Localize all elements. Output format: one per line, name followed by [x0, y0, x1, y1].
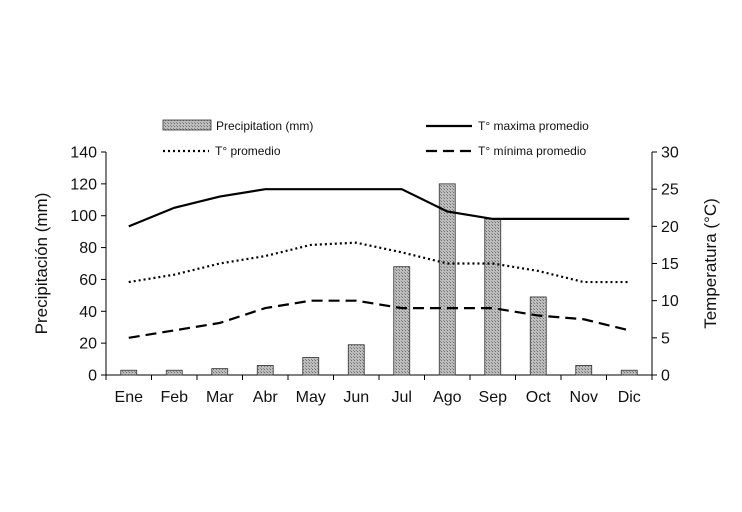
legend-label-dashed: T° mínima promedio [478, 144, 586, 158]
y-tick-label-left: 40 [79, 304, 97, 321]
y-tick-label-left: 0 [88, 368, 97, 385]
y-tick-label-left: 20 [79, 336, 97, 353]
y-tick-label-right: 30 [661, 145, 679, 162]
precipitation-bar [620, 369, 638, 376]
x-tick-label: Jul [392, 389, 412, 406]
y-tick-label-left: 80 [79, 240, 97, 257]
y-tick-label-right: 5 [661, 330, 670, 347]
precipitation-bar [347, 344, 365, 376]
temperature-line-dashed [128, 299, 630, 339]
legend-label-solid: T° maxima promedio [478, 119, 589, 133]
precipitation-bar [211, 368, 229, 376]
precipitation-bar [575, 365, 593, 376]
y-tick-label-right: 10 [661, 293, 679, 310]
y-axis-title-right: Temperatura (°C) [701, 198, 720, 329]
y-tick-label-left: 120 [70, 176, 97, 193]
precipitation-bar [302, 357, 320, 376]
precipitation-bar [256, 365, 274, 376]
precipitation-bar [165, 369, 183, 376]
y-tick-label-right: 15 [661, 256, 679, 273]
legend-swatch-precipitation [162, 119, 212, 131]
precipitation-bar [120, 369, 138, 376]
legend-label-dotted: T° promedio [215, 144, 281, 158]
y-tick-label-left: 140 [70, 145, 97, 162]
x-tick-label: Oct [526, 389, 551, 406]
temperature-line-dotted [128, 241, 630, 284]
legend: Precipitation (mm) T° maxima promedio T° p… [162, 119, 589, 158]
x-tick-label: Mar [206, 389, 234, 406]
x-tick-label: Sep [479, 389, 508, 406]
y-tick-label-right: 25 [661, 182, 679, 199]
precipitation-bar [438, 183, 456, 376]
temperature-line-solid [128, 188, 630, 228]
y-tick-label-right: 0 [661, 368, 670, 385]
x-tick-label: May [296, 389, 326, 406]
x-tick-label: Abr [253, 389, 279, 406]
precipitation-bar [529, 296, 547, 376]
y-tick-label-right: 20 [661, 219, 679, 236]
x-tick-label: Ago [433, 389, 462, 406]
x-tick-label: Feb [160, 389, 188, 406]
precipitation-bar [484, 218, 502, 376]
legend-label-precipitation: Precipitation (mm) [216, 119, 313, 133]
y-tick-label-left: 60 [79, 272, 97, 289]
x-tick-label: Nov [570, 389, 598, 406]
y-axis-title-left: Precipitación (mm) [32, 193, 51, 335]
x-tick-label: Dic [618, 389, 641, 406]
x-tick-label: Ene [115, 389, 144, 406]
x-tick-label: Jun [343, 389, 369, 406]
precipitation-bar [393, 266, 411, 376]
y-tick-label-left: 100 [70, 208, 97, 225]
